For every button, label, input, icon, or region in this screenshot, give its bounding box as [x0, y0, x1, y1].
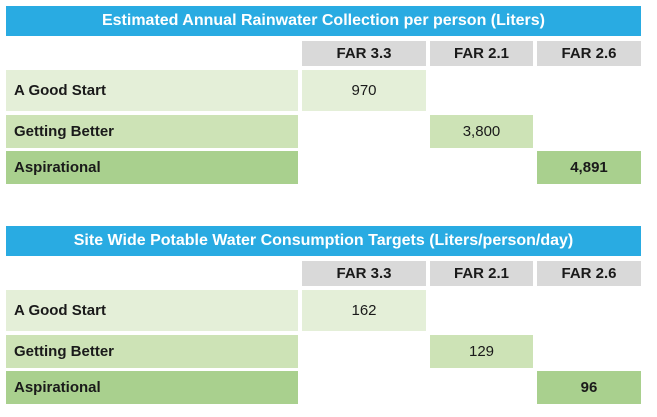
column-header-far-2-6: FAR 2.6 — [537, 41, 641, 66]
table-row-a-good-start: A Good Start 970 — [6, 70, 641, 111]
value-cell: 162 — [302, 290, 426, 331]
table-row-getting-better: Getting Better 129 — [6, 335, 641, 368]
column-header-far-2-1: FAR 2.1 — [430, 41, 533, 66]
column-header-row: FAR 3.3 FAR 2.1 FAR 2.6 — [6, 261, 641, 286]
table-row-a-good-start: A Good Start 162 — [6, 290, 641, 331]
row-label: A Good Start — [6, 70, 298, 111]
column-header-far-3-3: FAR 3.3 — [302, 261, 426, 286]
column-header-far-3-3: FAR 3.3 — [302, 41, 426, 66]
column-header-far-2-6: FAR 2.6 — [537, 261, 641, 286]
value-cell: 129 — [430, 335, 533, 368]
table-title: Estimated Annual Rainwater Collection pe… — [6, 6, 641, 36]
table-row-aspirational: Aspirational 96 — [6, 371, 641, 404]
row-label: A Good Start — [6, 290, 298, 331]
table-row-getting-better: Getting Better 3,800 — [6, 115, 641, 148]
row-label: Aspirational — [6, 371, 298, 404]
row-label: Aspirational — [6, 151, 298, 184]
column-header-row: FAR 3.3 FAR 2.1 FAR 2.6 — [6, 41, 641, 66]
table-row-aspirational: Aspirational 4,891 — [6, 151, 641, 184]
table-title: Site Wide Potable Water Consumption Targ… — [6, 226, 641, 256]
value-cell: 3,800 — [430, 115, 533, 148]
water-consumption-table: Site Wide Potable Water Consumption Targ… — [6, 226, 641, 404]
value-cell: 96 — [537, 371, 641, 404]
row-label: Getting Better — [6, 335, 298, 368]
column-header-far-2-1: FAR 2.1 — [430, 261, 533, 286]
rainwater-collection-table: Estimated Annual Rainwater Collection pe… — [6, 6, 641, 184]
value-cell: 4,891 — [537, 151, 641, 184]
value-cell: 970 — [302, 70, 426, 111]
row-label: Getting Better — [6, 115, 298, 148]
